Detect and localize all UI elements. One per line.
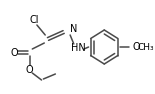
Text: O: O (10, 47, 18, 58)
Text: O: O (133, 42, 140, 52)
Text: N: N (70, 24, 78, 34)
Text: O: O (26, 65, 33, 75)
Text: HN: HN (71, 43, 86, 53)
Text: CH₃: CH₃ (137, 42, 154, 52)
Text: Cl: Cl (29, 15, 39, 25)
